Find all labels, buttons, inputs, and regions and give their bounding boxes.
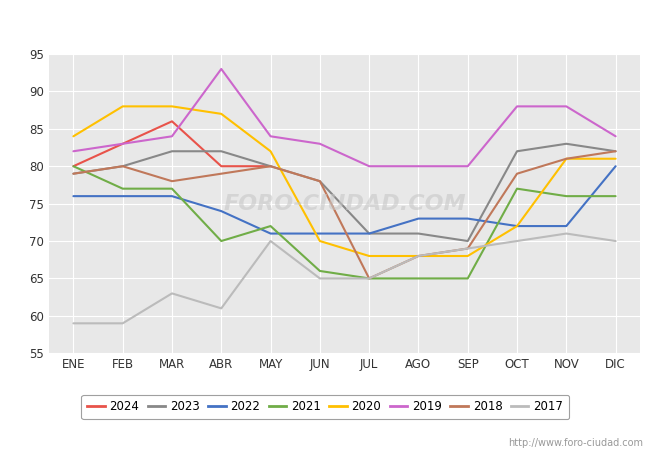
Text: FORO-CIUDAD.COM: FORO-CIUDAD.COM [223,194,466,214]
Text: Afiliados en Bolulla a 31/5/2024: Afiliados en Bolulla a 31/5/2024 [187,14,463,33]
Text: http://www.foro-ciudad.com: http://www.foro-ciudad.com [508,438,644,448]
Legend: 2024, 2023, 2022, 2021, 2020, 2019, 2018, 2017: 2024, 2023, 2022, 2021, 2020, 2019, 2018… [81,395,569,419]
